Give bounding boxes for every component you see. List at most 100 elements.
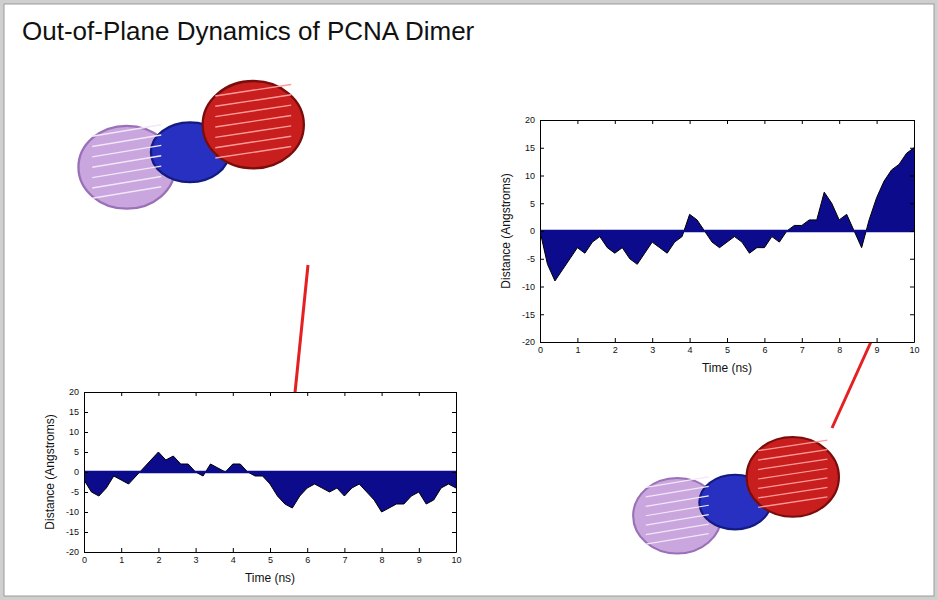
x-tick: 1 [119,548,124,565]
strand [758,478,827,489]
y-tick-mark [910,259,914,260]
strand [215,147,291,159]
x-tick-mark [577,120,578,124]
plot-area [84,452,456,512]
baseline [84,471,456,474]
strand [646,505,709,516]
x-tick-mark [727,120,728,124]
y-tick-mark [540,287,544,288]
y-tick-mark [84,552,88,553]
x-tick-mark [690,338,691,342]
y-tick-label: 0 [530,226,535,236]
y-tick [910,287,914,288]
y-tick [452,512,456,513]
y-tick-mark [540,259,544,260]
strand [758,440,827,451]
y-tick-mark [540,203,544,204]
x-tick: 5 [725,338,730,355]
x-tick-mark [615,120,616,124]
x-tick [615,120,616,124]
x-tick-mark [419,548,420,552]
y-axis-line [914,121,915,343]
x-axis-title: Time (ns) [702,361,752,375]
x-tick-mark [839,120,840,124]
y-tick-mark [84,492,88,493]
y-tick-mark [452,472,456,473]
y-tick-label: -10 [522,282,535,292]
x-tick-mark [615,338,616,342]
strand [92,145,161,157]
y-tick-label: -15 [522,310,535,320]
y-tick [452,472,456,473]
x-tick [802,120,803,124]
strand [758,469,827,480]
y-tick-mark [910,176,914,177]
y-tick [910,120,914,121]
slide-background [4,4,934,596]
y-tick-label: -5 [527,254,535,264]
strand [646,477,709,488]
x-tick-mark [382,548,383,552]
plot-background [540,120,914,342]
x-tick [877,120,878,124]
y-tick [910,176,914,177]
y-tick [910,314,914,315]
x-tick-mark [877,338,878,342]
x-tick-mark [577,338,578,342]
y-tick [452,392,456,393]
y-tick-mark [910,231,914,232]
y-tick-mark [452,532,456,533]
x-tick: 2 [156,548,161,565]
area [84,452,456,512]
y-tick: 15 [525,143,544,153]
strand [215,95,291,107]
y-tick: -10 [66,507,88,517]
x-axis-line [85,552,457,553]
strand [92,187,161,199]
y-tick [452,532,456,533]
strand [646,496,709,507]
y-tick-mark [84,532,88,533]
strand [215,126,291,138]
y-tick-mark [84,472,88,473]
x-tick-mark [652,338,653,342]
y-axis [452,393,457,553]
x-tick-mark [652,120,653,124]
baseline [540,230,914,233]
x-tick: 9 [875,338,880,355]
y-tick-label: 10 [69,427,79,437]
x-tick-mark [802,338,803,342]
y-tick-mark [84,412,88,413]
y-tick-label: -20 [522,337,535,347]
y-axis: -20-15-10-505101520 [522,115,544,347]
y-tick [910,148,914,149]
x-tick-label: 1 [119,555,124,565]
x-tick: 7 [800,338,805,355]
x-axis: 012345678910 [538,338,920,355]
x-tick-mark [344,392,345,396]
strand [758,497,827,508]
y-tick-label: -15 [66,527,79,537]
x-tick: 3 [650,338,655,355]
x-tick: 6 [305,548,310,565]
x-tick-mark [196,548,197,552]
y-tick: 5 [530,199,544,209]
x-tick-label: 4 [231,555,236,565]
y-tick-mark [84,452,88,453]
y-axis-title: Distance (Angstroms) [499,173,513,288]
x-tick [233,392,234,396]
y-tick [452,452,456,453]
y-tick: -10 [522,282,544,292]
x-axis [541,120,915,124]
x-tick [307,392,308,396]
x-tick-mark [382,392,383,396]
x-tick-label: 7 [342,555,347,565]
x-tick-mark [802,120,803,124]
plot-background [84,392,456,552]
subunit-red [203,81,304,168]
x-tick [270,392,271,396]
x-tick [764,120,765,124]
strand [92,135,161,147]
y-tick-mark [452,512,456,513]
x-tick-mark [690,120,691,124]
